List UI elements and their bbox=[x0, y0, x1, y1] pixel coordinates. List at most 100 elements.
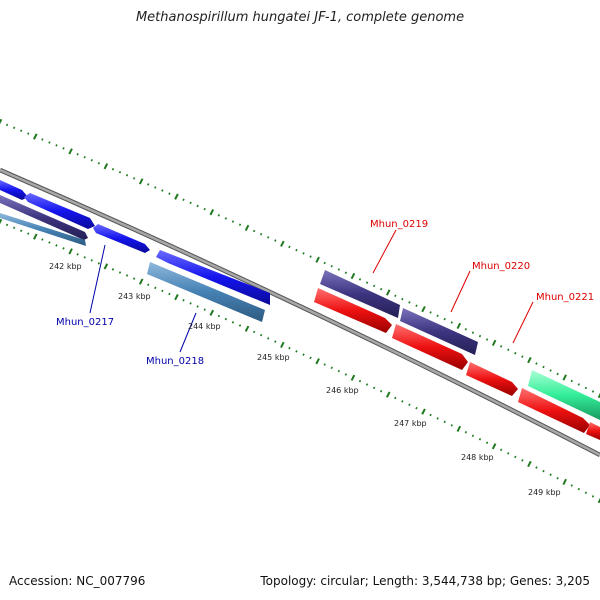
minor-tick bbox=[464, 431, 468, 434]
major-tick bbox=[103, 263, 109, 270]
minor-tick bbox=[330, 265, 333, 268]
minor-tick bbox=[231, 321, 235, 324]
minor-tick bbox=[224, 317, 228, 321]
tick-label: 245 kbp bbox=[257, 353, 290, 362]
minor-tick bbox=[365, 281, 369, 284]
minor-tick bbox=[450, 424, 453, 427]
major-tick bbox=[315, 256, 320, 263]
minor-tick bbox=[238, 324, 242, 327]
minor-tick bbox=[189, 302, 192, 305]
minor-tick bbox=[485, 441, 489, 445]
minor-tick bbox=[415, 304, 418, 308]
minor-tick bbox=[182, 298, 185, 302]
minor-tick bbox=[549, 473, 552, 476]
minor-tick bbox=[55, 244, 58, 247]
major-tick bbox=[385, 289, 391, 296]
gene-arrow[interactable] bbox=[93, 224, 150, 253]
minor-tick bbox=[443, 420, 446, 424]
minor-tick bbox=[450, 321, 453, 324]
minor-tick bbox=[217, 314, 220, 318]
major-tick bbox=[209, 209, 215, 216]
gene-arrow[interactable] bbox=[528, 370, 600, 420]
minor-tick bbox=[111, 268, 115, 271]
major-tick bbox=[138, 278, 144, 285]
tick-label: 247 kbp bbox=[394, 419, 427, 428]
major-tick bbox=[174, 293, 179, 301]
gene-arrow[interactable] bbox=[518, 388, 590, 433]
major-tick bbox=[315, 358, 320, 365]
gene-arrow[interactable] bbox=[0, 195, 88, 240]
gene-arrow[interactable] bbox=[156, 250, 270, 305]
minor-tick bbox=[62, 147, 65, 150]
gene-arrow[interactable] bbox=[0, 180, 28, 200]
gene-arrow[interactable] bbox=[314, 288, 392, 333]
gene-arrow[interactable] bbox=[586, 422, 600, 440]
outer-tick-marks bbox=[0, 118, 600, 399]
tick-label: 248 kbp bbox=[461, 453, 494, 462]
minor-tick bbox=[500, 345, 503, 348]
gene-arrow[interactable] bbox=[392, 324, 468, 370]
minor-tick bbox=[224, 217, 228, 220]
minor-tick bbox=[260, 232, 263, 236]
minor-tick bbox=[48, 241, 51, 244]
minor-tick bbox=[415, 406, 418, 410]
minor-tick bbox=[429, 311, 432, 314]
minor-tick bbox=[168, 292, 171, 296]
gene-label-mhun-0220[interactable]: Mhun_0220 bbox=[472, 261, 530, 272]
gene-label-mhun-0219[interactable]: Mhun_0219 bbox=[370, 219, 428, 230]
accession-text: Accession: NC_007796 bbox=[9, 574, 146, 588]
minor-tick bbox=[189, 201, 192, 205]
major-tick bbox=[562, 374, 567, 381]
major-tick bbox=[421, 408, 426, 415]
minor-tick bbox=[27, 132, 30, 135]
gene-track-left bbox=[0, 180, 270, 322]
minor-tick bbox=[182, 198, 185, 202]
minor-tick bbox=[83, 156, 86, 159]
tick-label: 249 kbp bbox=[528, 488, 561, 497]
major-tick bbox=[527, 356, 532, 364]
minor-tick bbox=[584, 491, 588, 494]
minor-tick bbox=[83, 256, 86, 259]
minor-tick bbox=[97, 262, 100, 265]
minor-tick bbox=[394, 294, 397, 298]
gene-arrow[interactable] bbox=[147, 262, 265, 322]
tick-label: 242 kbp bbox=[49, 262, 82, 271]
minor-tick bbox=[125, 174, 129, 177]
minor-tick bbox=[55, 144, 58, 147]
minor-tick bbox=[196, 204, 199, 208]
major-tick bbox=[350, 272, 356, 280]
minor-tick bbox=[203, 207, 206, 211]
minor-tick bbox=[570, 379, 573, 383]
gene-arrow[interactable] bbox=[0, 213, 86, 246]
minor-tick bbox=[5, 123, 9, 127]
gene-label-mhun-0217[interactable]: Mhun_0217 bbox=[56, 317, 114, 328]
minor-tick bbox=[577, 487, 580, 491]
gene-arrow[interactable] bbox=[466, 362, 518, 396]
major-tick bbox=[68, 148, 73, 155]
minor-tick bbox=[478, 334, 482, 338]
major-tick bbox=[138, 178, 144, 185]
major-tick bbox=[597, 391, 600, 399]
gene-arrow[interactable] bbox=[24, 193, 95, 229]
minor-tick bbox=[380, 389, 383, 393]
minor-tick bbox=[295, 350, 298, 353]
minor-tick bbox=[48, 141, 51, 144]
gene-label-mhun-0221[interactable]: Mhun_0221 bbox=[536, 292, 594, 303]
minor-tick bbox=[500, 448, 503, 452]
gene-arrow[interactable] bbox=[400, 308, 478, 355]
gene-label-mhun-0218[interactable]: Mhun_0218 bbox=[146, 356, 204, 367]
gene-arrow[interactable] bbox=[320, 270, 400, 318]
minor-tick bbox=[372, 386, 376, 390]
major-tick bbox=[174, 193, 179, 200]
minor-tick bbox=[203, 308, 206, 311]
minor-tick bbox=[521, 355, 524, 358]
minor-tick bbox=[41, 238, 44, 241]
major-tick bbox=[385, 391, 391, 398]
minor-tick bbox=[514, 455, 517, 459]
major-tick bbox=[527, 460, 532, 468]
minor-tick bbox=[584, 386, 588, 390]
minor-tick bbox=[288, 346, 291, 350]
minor-tick bbox=[535, 362, 538, 365]
minor-tick bbox=[408, 403, 411, 407]
